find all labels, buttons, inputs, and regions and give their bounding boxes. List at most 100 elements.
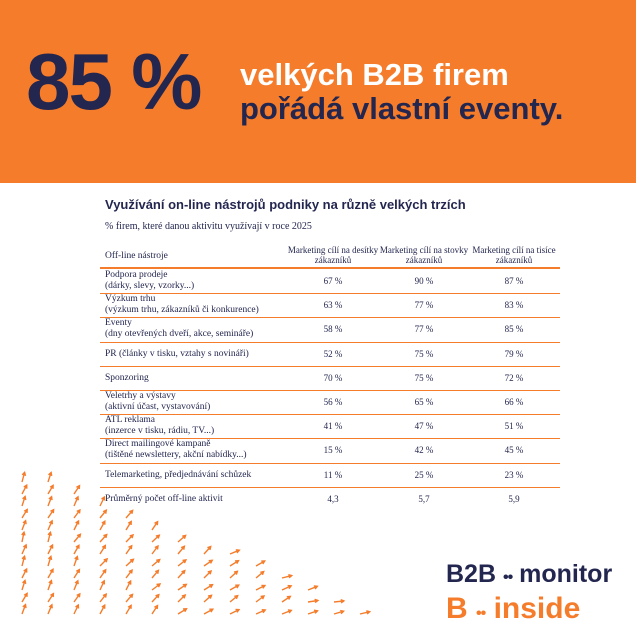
arrow-icon [177, 593, 187, 603]
logo-b2b-text: B2B [446, 560, 497, 588]
logo-dots-icon: •• [476, 605, 486, 622]
arrow-icon [125, 604, 132, 615]
arrow-icon [255, 560, 266, 567]
headline-banner: 85 % velkých B2B firem pořádá vlastní ev… [0, 0, 636, 183]
chart-subtitle: % firem, které danou aktivitu využívají … [105, 221, 312, 232]
arrow-icon [73, 579, 79, 591]
arrow-icon [333, 609, 346, 615]
arrow-icon [255, 595, 266, 603]
arrow-icon [21, 483, 28, 495]
logo-monitor-text: monitor [519, 560, 613, 588]
arrow-icon [177, 534, 187, 543]
arrow-icon [203, 559, 214, 567]
table-divider [100, 267, 560, 269]
arrow-icon [281, 574, 294, 579]
table-cell-value: 90 % [414, 276, 434, 286]
arrow-icon [99, 579, 106, 591]
headline-line-1: velkých B2B firem [240, 57, 509, 92]
arrow-icon [307, 598, 320, 604]
logo-inside-text: inside [493, 592, 581, 625]
big-stat: 85 % [26, 37, 202, 126]
arrow-icon [47, 603, 53, 615]
row-label: Sponzoring [105, 372, 149, 383]
arrow-icon [151, 534, 161, 543]
arrow-icon [47, 519, 53, 531]
arrow-icon [21, 519, 27, 531]
arrow-icon [99, 509, 108, 519]
arrow-icon [47, 484, 54, 495]
table-cell-value: 77 % [414, 324, 434, 335]
arrow-icon [151, 544, 159, 555]
table-cell-value: 83 % [504, 300, 524, 311]
arrow-icon [21, 603, 27, 615]
arrow-icon [125, 593, 134, 603]
arrow-icon [203, 594, 213, 603]
arrow-icon [281, 609, 293, 615]
column-header: Marketing cílí na desítky zákazníků [287, 245, 379, 265]
arrow-icon [125, 520, 132, 531]
arrow-icon [229, 549, 241, 555]
arrow-icon [307, 609, 319, 615]
arrow-icon [73, 519, 80, 531]
table-cell-value: 63 % [323, 300, 343, 311]
table-cell-value: 75 % [414, 348, 434, 359]
arrow-icon [47, 554, 53, 567]
arrow-icon [125, 558, 135, 567]
column-header-tools: Off-line nástroje [105, 251, 168, 261]
summary-value: 5,7 [418, 493, 430, 504]
arrow-icon [151, 593, 160, 603]
row-label: Telemarketing, předjednávání schůzek [105, 469, 252, 480]
arrow-icon [73, 533, 82, 543]
arrow-icon [21, 579, 27, 591]
table-cell-value: 87 % [504, 276, 524, 286]
row-label: PR (články v tisku, vztahy s novináři) [105, 348, 249, 359]
arrow-icon [21, 508, 28, 519]
headline-line-2: pořádá vlastní eventy. [240, 91, 564, 126]
table-cell-value: 51 % [504, 421, 524, 432]
arrow-icon [21, 592, 28, 603]
arrow-icon [151, 558, 161, 567]
arrow-icon [281, 595, 292, 603]
row-sublabel: (tištěné newslettery, akční nabídky...) [105, 450, 247, 461]
table-cell-value: 77 % [414, 300, 434, 311]
table-cell-value: 52 % [323, 348, 343, 359]
logo-dots-icon: •• [502, 569, 513, 586]
row-label: Veletrhy a výstavy [105, 391, 176, 401]
arrow-icon [229, 608, 241, 615]
arrow-icon [73, 555, 79, 567]
column-header: Marketing cílí na tisíce zákazníků [472, 245, 556, 265]
table-divider [100, 293, 560, 295]
table-divider [100, 414, 560, 416]
summary-value: 5,9 [508, 493, 520, 504]
table-cell-value: 85 % [504, 324, 524, 335]
table-divider [100, 341, 560, 343]
arrow-icon [203, 570, 213, 579]
table-cell-value: 75 % [414, 372, 434, 383]
row-label: ATL reklama [105, 415, 156, 426]
row-label: Direct mailingové kampaně [105, 439, 211, 450]
arrow-icon [21, 567, 28, 579]
row-sublabel: (dny otevřených dveří, akce, semináře) [105, 329, 254, 340]
headline-text: velkých B2B firem pořádá vlastní eventy. [240, 58, 563, 126]
arrow-icon [47, 495, 53, 507]
column-header: Marketing cílí na stovky zákazníků [379, 245, 469, 265]
row-sublabel: (dárky, slevy, vzorky...) [105, 281, 195, 291]
arrow-icon [73, 592, 81, 603]
arrow-icon [73, 568, 81, 579]
table-cell-value: 42 % [414, 445, 434, 456]
table-cell-value: 58 % [323, 324, 343, 335]
arrow-icon [99, 568, 107, 579]
arrow-icon [47, 471, 53, 483]
arrow-icon [177, 558, 188, 567]
arrow-icon [151, 583, 162, 591]
table-divider [100, 462, 560, 464]
arrow-icon [73, 603, 80, 615]
arrow-icon [47, 568, 54, 579]
arrow-icon [73, 544, 80, 555]
arrow-icon [47, 530, 52, 543]
logo-b-text: B [446, 592, 468, 625]
table-cell-value: 72 % [504, 372, 524, 383]
arrow-icon [151, 520, 159, 531]
table-cell-value: 70 % [323, 372, 343, 383]
